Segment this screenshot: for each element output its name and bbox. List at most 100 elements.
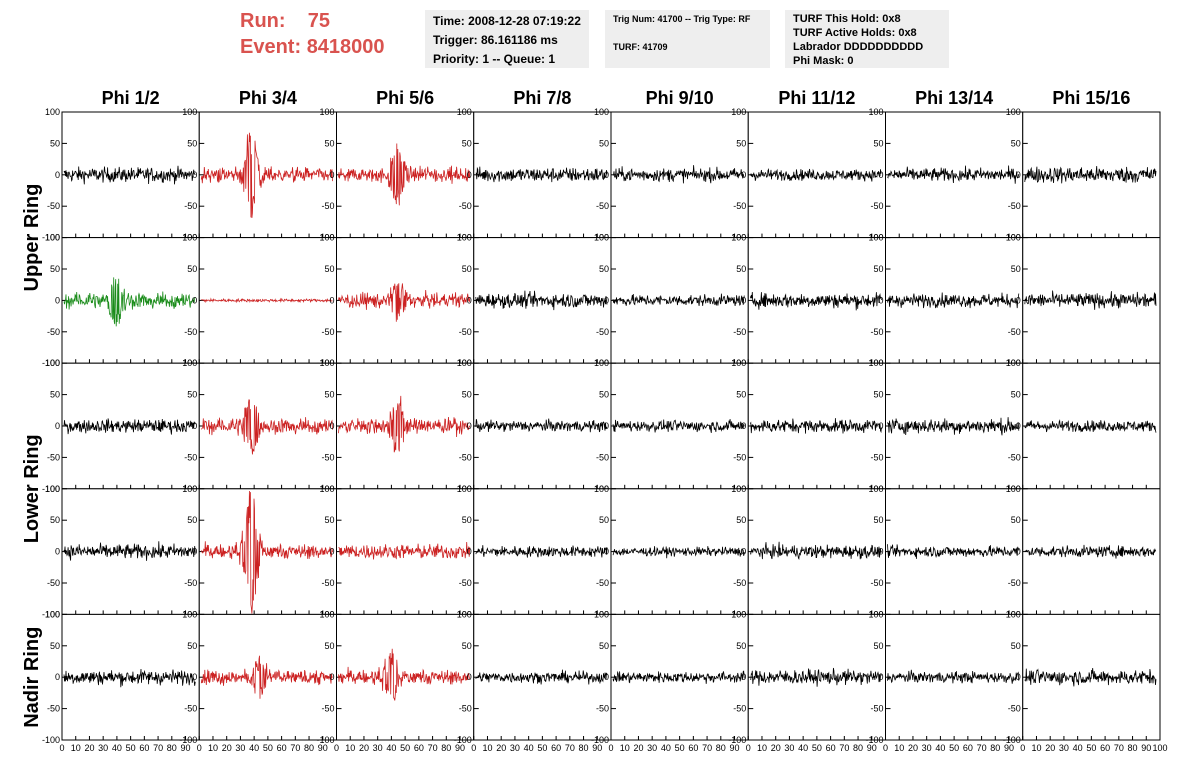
x-tick-label: 90 (730, 743, 740, 753)
y-tick-label: -100 (42, 358, 60, 368)
x-tick-label: 70 (839, 743, 849, 753)
y-tick-label: -50 (870, 201, 883, 211)
run-label: Run: (240, 10, 286, 32)
waveform-trace (475, 545, 608, 558)
y-tick-label: -50 (596, 327, 609, 337)
y-tick-label: -50 (733, 578, 746, 588)
y-tick-label: 0 (329, 170, 334, 180)
x-tick-label: 50 (949, 743, 959, 753)
y-tick-label: 50 (736, 138, 746, 148)
column-title: Phi 7/8 (513, 88, 571, 108)
y-tick-label: -50 (1008, 327, 1021, 337)
waveform-trace (887, 165, 1020, 184)
y-tick-label: 100 (868, 107, 883, 117)
x-tick-label: 20 (359, 743, 369, 753)
y-tick-label: -50 (459, 201, 472, 211)
y-tick-label: -50 (184, 704, 197, 714)
waveform-trace (887, 417, 1020, 436)
x-tick-label: 70 (1114, 743, 1124, 753)
y-tick-label: 100 (45, 233, 60, 243)
waveform-trace (338, 648, 471, 701)
x-tick-label: 20 (222, 743, 232, 753)
y-tick-label: -50 (321, 704, 334, 714)
y-tick-label: 0 (467, 421, 472, 431)
y-tick-label: 50 (1011, 390, 1021, 400)
y-tick-label: 0 (55, 295, 60, 305)
x-tick-label: 70 (290, 743, 300, 753)
waveform-trace (200, 490, 333, 614)
x-tick-label: 50 (400, 743, 410, 753)
x-tick-label: 30 (235, 743, 245, 753)
row-title: Lower Ring (21, 434, 43, 543)
y-tick-label: 100 (868, 233, 883, 243)
y-tick-label: 50 (873, 515, 883, 525)
waveform-trace (749, 291, 882, 311)
y-tick-label: 100 (868, 358, 883, 368)
y-tick-label: -50 (870, 578, 883, 588)
x-tick-label: 80 (441, 743, 451, 753)
waveform-trace (1024, 290, 1157, 310)
y-tick-label: 0 (878, 547, 883, 557)
waveform-trace (338, 395, 471, 453)
y-tick-label: 50 (187, 264, 197, 274)
x-tick-label: 80 (167, 743, 177, 753)
y-tick-label: 100 (594, 358, 609, 368)
y-tick-label: -100 (591, 735, 609, 745)
y-tick-label: -50 (733, 327, 746, 337)
x-tick-label: 90 (1004, 743, 1014, 753)
y-tick-label: 50 (736, 264, 746, 274)
y-tick-label: 0 (467, 295, 472, 305)
row-title: Nadir Ring (21, 627, 43, 728)
x-tick-label: 10 (894, 743, 904, 753)
y-tick-label: 100 (457, 233, 472, 243)
y-tick-label: -100 (316, 735, 334, 745)
x-tick-label: 90 (318, 743, 328, 753)
y-tick-label: 50 (324, 264, 334, 274)
y-tick-label: -50 (733, 452, 746, 462)
waveform-trace (612, 165, 745, 184)
y-tick-label: 50 (462, 138, 472, 148)
y-tick-label: -100 (42, 609, 60, 619)
y-tick-label: 100 (182, 233, 197, 243)
y-tick-label: 50 (50, 138, 60, 148)
run-line: Run: 75 (240, 8, 420, 34)
waveform-trace (887, 544, 1020, 559)
y-tick-label: 0 (604, 295, 609, 305)
x-tick-label: 50 (537, 743, 547, 753)
y-tick-label: 50 (462, 390, 472, 400)
y-tick-label: -50 (596, 704, 609, 714)
y-tick-label: 50 (50, 515, 60, 525)
y-tick-label: 0 (741, 421, 746, 431)
y-tick-label: 0 (604, 170, 609, 180)
x-tick-label: 30 (1059, 743, 1069, 753)
y-tick-label: 100 (457, 107, 472, 117)
y-tick-label: -50 (184, 327, 197, 337)
y-tick-label: 0 (878, 672, 883, 682)
y-tick-label: -100 (865, 735, 883, 745)
y-tick-label: 100 (319, 107, 334, 117)
turf-text: TURF: 41709 (613, 42, 668, 52)
waveform-trace (612, 293, 745, 307)
y-tick-label: -50 (47, 201, 60, 211)
turf-panel: TURF This Hold: 0x8 TURF Active Holds: 0… (785, 10, 949, 68)
panel-frame (610, 613, 749, 741)
y-tick-label: -100 (42, 484, 60, 494)
waveform-trace (1024, 667, 1157, 687)
x-tick-label: 60 (826, 743, 836, 753)
y-tick-label: 50 (599, 264, 609, 274)
y-tick-label: 50 (187, 641, 197, 651)
x-tick-label: 60 (963, 743, 973, 753)
y-tick-label: 100 (1006, 107, 1021, 117)
x-tick-label: 20 (771, 743, 781, 753)
y-tick-label: -50 (459, 578, 472, 588)
y-tick-label: 100 (457, 609, 472, 619)
waveform-trace (338, 541, 471, 560)
y-tick-label: 50 (599, 138, 609, 148)
y-tick-label: 50 (50, 264, 60, 274)
waveform-trace (749, 541, 882, 561)
y-tick-label: 0 (329, 421, 334, 431)
y-tick-label: -50 (1008, 201, 1021, 211)
x-tick-label: 80 (990, 743, 1000, 753)
y-tick-label: -50 (1008, 704, 1021, 714)
column-title: Phi 11/12 (778, 88, 855, 108)
